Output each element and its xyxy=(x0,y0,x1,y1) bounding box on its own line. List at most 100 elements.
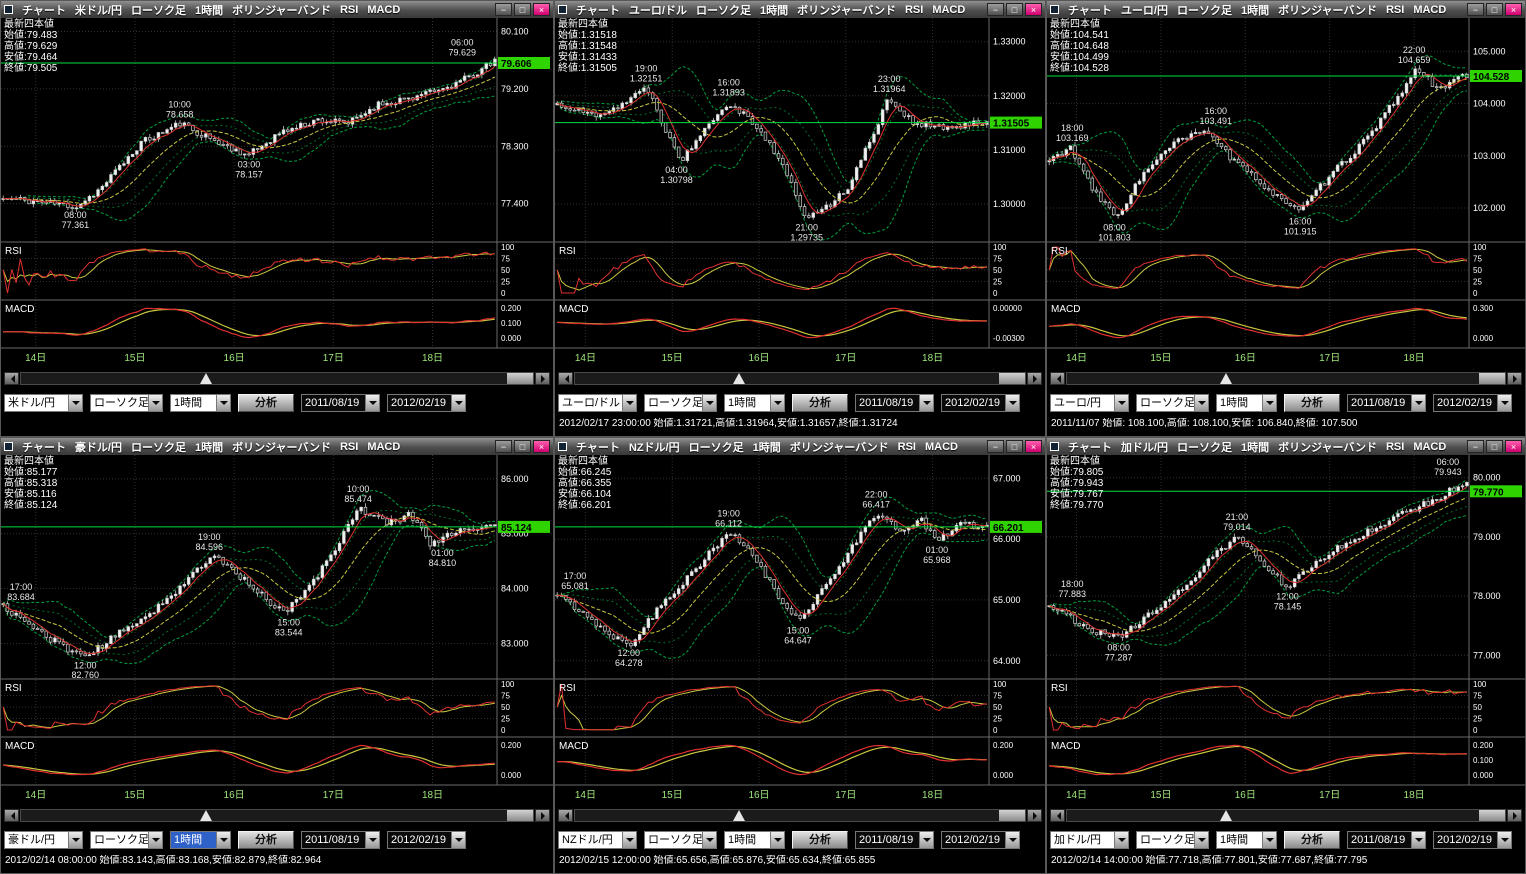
maximize-button[interactable]: □ xyxy=(1006,3,1023,16)
close-button[interactable]: × xyxy=(1505,440,1522,453)
chart-type-select[interactable]: ローソク足 xyxy=(90,831,163,849)
scrollbar-thumb[interactable] xyxy=(200,373,213,384)
chevron-down-icon[interactable] xyxy=(770,831,785,849)
minimize-button[interactable]: − xyxy=(1467,440,1484,453)
date-from-value[interactable]: 2011/08/19 xyxy=(1347,831,1411,849)
chevron-down-icon[interactable] xyxy=(216,831,231,849)
maximize-button[interactable]: □ xyxy=(1486,440,1503,453)
timeframe-select[interactable]: 1時間 xyxy=(1216,831,1277,849)
scroll-right-button[interactable] xyxy=(1507,809,1522,822)
analyze-button[interactable]: 分析 xyxy=(1284,831,1340,849)
date-from-select[interactable]: 2011/08/19 xyxy=(1347,394,1426,412)
scroll-right-button[interactable] xyxy=(1027,372,1042,385)
timeframe-value[interactable]: 1時間 xyxy=(1216,831,1262,849)
scroll-right-button[interactable] xyxy=(1507,372,1522,385)
chevron-down-icon[interactable] xyxy=(1411,831,1426,849)
scrollbar-page-block[interactable] xyxy=(1479,810,1505,821)
timeframe-select[interactable]: 1時間 xyxy=(724,394,785,412)
currency-pair-value[interactable]: 加ドル/円 xyxy=(1050,831,1114,849)
chevron-down-icon[interactable] xyxy=(68,831,83,849)
date-to-value[interactable]: 2012/02/19 xyxy=(1433,394,1497,412)
chevron-down-icon[interactable] xyxy=(770,394,785,412)
date-from-value[interactable]: 2011/08/19 xyxy=(1347,394,1411,412)
chart-area[interactable]: 14日 15日 16日 17日 18日 105.000 104.000 103.000 102.… xyxy=(1047,18,1525,366)
scroll-right-button[interactable] xyxy=(1027,809,1042,822)
chevron-down-icon[interactable] xyxy=(1411,394,1426,412)
date-to-select[interactable]: 2012/02/19 xyxy=(1433,831,1512,849)
scrollbar-track[interactable] xyxy=(574,372,1026,385)
chevron-down-icon[interactable] xyxy=(365,831,380,849)
scrollbar-page-block[interactable] xyxy=(999,810,1025,821)
timeframe-select[interactable]: 1時間 xyxy=(1216,394,1277,412)
timeframe-select[interactable]: 1時間 xyxy=(724,831,785,849)
menu-chart[interactable]: チャート xyxy=(576,441,620,454)
minimize-button[interactable]: − xyxy=(495,440,512,453)
maximize-button[interactable]: □ xyxy=(514,3,531,16)
scroll-left-button[interactable] xyxy=(1050,809,1065,822)
chart-type-select[interactable]: ローソク足 xyxy=(1136,831,1209,849)
chart-type-select[interactable]: ローソク足 xyxy=(1136,394,1209,412)
scrollbar-thumb[interactable] xyxy=(1220,810,1233,821)
date-to-select[interactable]: 2012/02/19 xyxy=(941,831,1020,849)
timeframe-select[interactable]: 1時間 xyxy=(170,831,231,849)
minimize-button[interactable]: − xyxy=(987,3,1004,16)
chevron-down-icon[interactable] xyxy=(702,831,717,849)
currency-pair-select[interactable]: 豪ドル/円 xyxy=(4,831,83,849)
date-from-value[interactable]: 2011/08/19 xyxy=(855,394,919,412)
menu-chart[interactable]: チャート xyxy=(1068,4,1112,17)
chart-type-select[interactable]: ローソク足 xyxy=(644,831,717,849)
timeframe-value[interactable]: 1時間 xyxy=(170,394,216,412)
chart-type-value[interactable]: ローソク足 xyxy=(644,394,702,412)
chevron-down-icon[interactable] xyxy=(1114,394,1129,412)
analyze-button[interactable]: 分析 xyxy=(792,394,848,412)
timeframe-value[interactable]: 1時間 xyxy=(724,394,770,412)
chevron-down-icon[interactable] xyxy=(1262,831,1277,849)
maximize-button[interactable]: □ xyxy=(514,440,531,453)
chart-area[interactable]: 14日 15日 16日 17日 18日 80.100 79.200 78.300 77.400 7… xyxy=(1,18,553,366)
scroll-right-button[interactable] xyxy=(535,809,550,822)
scrollbar-track[interactable] xyxy=(574,809,1026,822)
chevron-down-icon[interactable] xyxy=(1114,831,1129,849)
chart-type-value[interactable]: ローソク足 xyxy=(1136,831,1194,849)
scrollbar-page-block[interactable] xyxy=(507,373,533,384)
scroll-left-button[interactable] xyxy=(4,809,19,822)
currency-pair-select[interactable]: ユーロ/円 xyxy=(1050,394,1129,412)
scroll-left-button[interactable] xyxy=(4,372,19,385)
chevron-down-icon[interactable] xyxy=(622,831,637,849)
scrollbar-track[interactable] xyxy=(1066,809,1506,822)
date-from-select[interactable]: 2011/08/19 xyxy=(1347,831,1426,849)
date-from-select[interactable]: 2011/08/19 xyxy=(855,394,934,412)
chart-type-select[interactable]: ローソク足 xyxy=(644,394,717,412)
timeframe-value[interactable]: 1時間 xyxy=(724,831,770,849)
date-to-value[interactable]: 2012/02/19 xyxy=(1433,831,1497,849)
chevron-down-icon[interactable] xyxy=(919,831,934,849)
chevron-down-icon[interactable] xyxy=(148,831,163,849)
close-button[interactable]: × xyxy=(1505,3,1522,16)
date-to-select[interactable]: 2012/02/19 xyxy=(387,831,466,849)
scrollbar-thumb[interactable] xyxy=(200,810,213,821)
scroll-right-button[interactable] xyxy=(535,372,550,385)
menu-chart[interactable]: チャート xyxy=(1068,441,1112,454)
currency-pair-value[interactable]: 豪ドル/円 xyxy=(4,831,68,849)
date-to-select[interactable]: 2012/02/19 xyxy=(387,394,466,412)
close-button[interactable]: × xyxy=(533,3,550,16)
date-to-value[interactable]: 2012/02/19 xyxy=(941,394,1005,412)
chart-area[interactable]: 14日 15日 16日 17日 18日 86.000 85.000 84.000 83.000 8… xyxy=(1,455,553,803)
currency-pair-select[interactable]: 加ドル/円 xyxy=(1050,831,1129,849)
chart-type-select[interactable]: ローソク足 xyxy=(90,394,163,412)
date-from-select[interactable]: 2011/08/19 xyxy=(301,394,380,412)
menu-chart[interactable]: チャート xyxy=(22,4,66,17)
date-to-value[interactable]: 2012/02/19 xyxy=(941,831,1005,849)
scrollbar-page-block[interactable] xyxy=(1479,373,1505,384)
scrollbar-thumb[interactable] xyxy=(1220,373,1233,384)
menu-chart[interactable]: チャート xyxy=(576,4,620,17)
window-titlebar[interactable]: チャート 豪ドル/円 ローソク足 1時間 ボリンジャーバンド RSI MACD … xyxy=(1,438,553,455)
date-from-select[interactable]: 2011/08/19 xyxy=(301,831,380,849)
window-titlebar[interactable]: チャート 加ドル/円 ローソク足 1時間 ボリンジャーバンド RSI MACD … xyxy=(1047,438,1525,455)
timeframe-select[interactable]: 1時間 xyxy=(170,394,231,412)
currency-pair-value[interactable]: ユーロ/ドル xyxy=(558,394,622,412)
close-button[interactable]: × xyxy=(1025,3,1042,16)
chevron-down-icon[interactable] xyxy=(919,394,934,412)
scrollbar-page-block[interactable] xyxy=(507,810,533,821)
scroll-left-button[interactable] xyxy=(558,372,573,385)
